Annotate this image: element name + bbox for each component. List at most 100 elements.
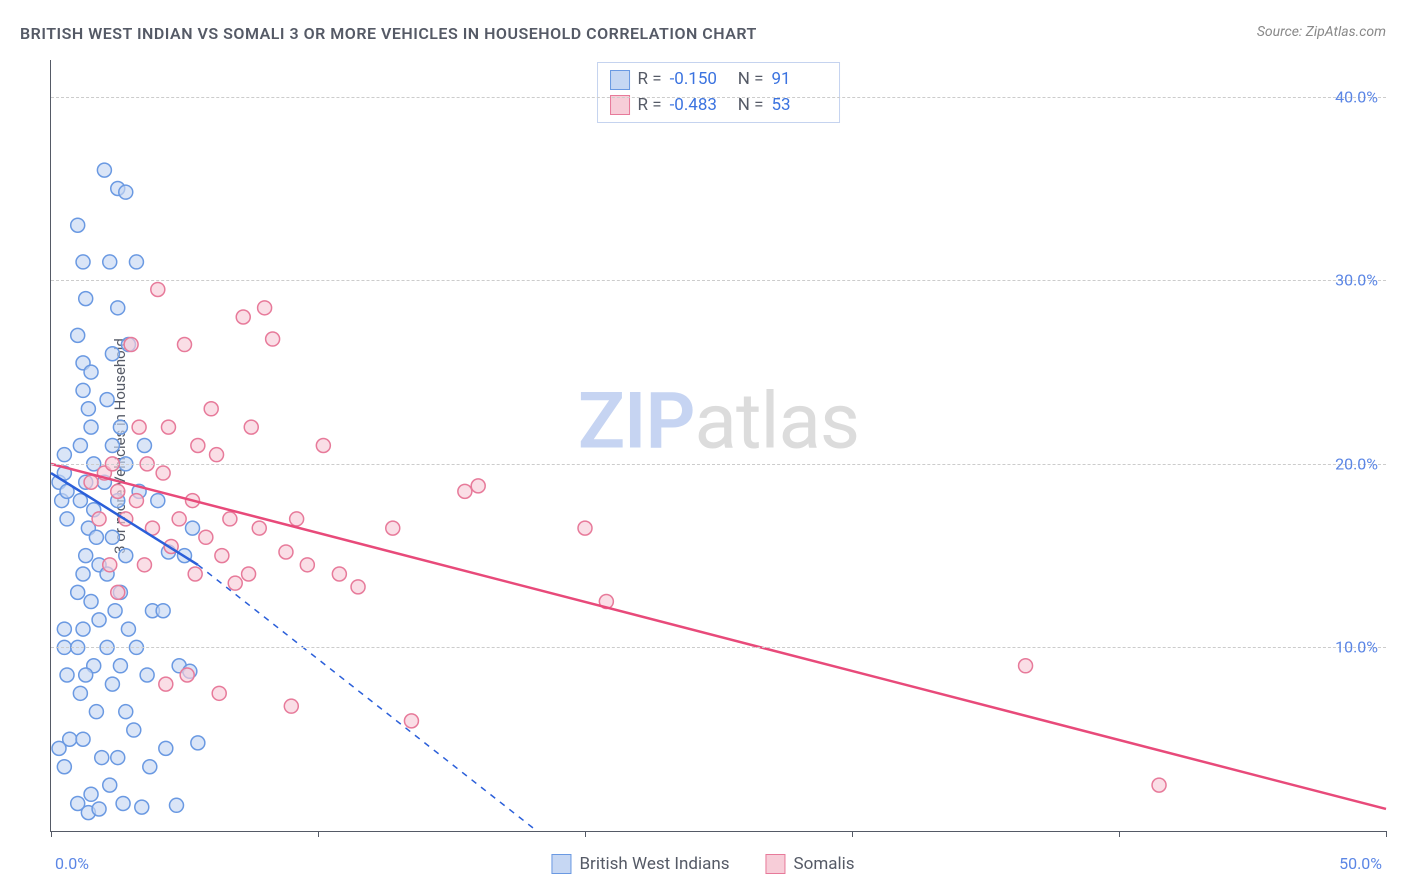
scatter-point bbox=[279, 545, 293, 559]
scatter-point bbox=[119, 185, 133, 199]
scatter-point bbox=[84, 787, 98, 801]
scatter-point bbox=[92, 802, 106, 816]
scatter-point bbox=[151, 494, 165, 508]
legend-label: British West Indians bbox=[579, 854, 729, 874]
scatter-point bbox=[266, 332, 280, 346]
scatter-point bbox=[60, 512, 74, 526]
scatter-point bbox=[71, 328, 85, 342]
scatter-point bbox=[92, 512, 106, 526]
scatter-point bbox=[121, 622, 135, 636]
trend-line bbox=[51, 464, 1386, 809]
scatter-point bbox=[76, 255, 90, 269]
scatter-point bbox=[228, 576, 242, 590]
gridline bbox=[51, 280, 1386, 281]
y-tick-label: 30.0% bbox=[1335, 271, 1378, 290]
series-swatch bbox=[610, 95, 630, 115]
scatter-point bbox=[57, 760, 71, 774]
scatter-point bbox=[119, 549, 133, 563]
scatter-point bbox=[57, 448, 71, 462]
source-attribution: Source: ZipAtlas.com bbox=[1257, 24, 1386, 40]
scatter-point bbox=[284, 699, 298, 713]
scatter-point bbox=[172, 512, 186, 526]
scatter-point bbox=[242, 567, 256, 581]
scatter-point bbox=[129, 255, 143, 269]
scatter-point bbox=[71, 218, 85, 232]
stat-r-value: -0.150 bbox=[670, 67, 726, 93]
scatter-point bbox=[332, 567, 346, 581]
scatter-point bbox=[52, 741, 66, 755]
series-swatch bbox=[610, 70, 630, 90]
scatter-point bbox=[1019, 659, 1033, 673]
scatter-point bbox=[103, 558, 117, 572]
scatter-point bbox=[100, 393, 114, 407]
chart-title: BRITISH WEST INDIAN VS SOMALI 3 OR MORE … bbox=[20, 24, 757, 43]
scatter-point bbox=[458, 484, 472, 498]
scatter-point bbox=[223, 512, 237, 526]
scatter-point bbox=[180, 668, 194, 682]
scatter-point bbox=[108, 604, 122, 618]
scatter-point bbox=[199, 530, 213, 544]
scatter-point bbox=[73, 439, 87, 453]
scatter-point bbox=[300, 558, 314, 572]
scatter-point bbox=[97, 163, 111, 177]
scatter-point bbox=[156, 604, 170, 618]
scatter-point bbox=[316, 439, 330, 453]
scatter-point bbox=[111, 585, 125, 599]
scatter-point bbox=[212, 686, 226, 700]
scatter-point bbox=[159, 741, 173, 755]
scatter-point bbox=[76, 732, 90, 746]
scatter-point bbox=[161, 420, 175, 434]
x-tick-label: 0.0% bbox=[55, 854, 89, 873]
chart-svg bbox=[51, 60, 1386, 831]
trend-line-dashed bbox=[198, 565, 537, 831]
scatter-point bbox=[105, 439, 119, 453]
scatter-point bbox=[73, 686, 87, 700]
bottom-legend: British West Indians Somalis bbox=[551, 854, 854, 874]
scatter-point bbox=[140, 668, 154, 682]
scatter-point bbox=[204, 402, 218, 416]
scatter-point bbox=[135, 800, 149, 814]
y-tick-label: 10.0% bbox=[1335, 638, 1378, 657]
scatter-point bbox=[71, 585, 85, 599]
x-tick bbox=[1386, 831, 1387, 837]
scatter-point bbox=[137, 439, 151, 453]
legend-label: Somalis bbox=[794, 854, 855, 874]
scatter-point bbox=[290, 512, 304, 526]
plot-area: ZIPatlas R = -0.150 N = 91R = -0.483 N =… bbox=[50, 60, 1386, 832]
scatter-point bbox=[210, 448, 224, 462]
scatter-point bbox=[132, 420, 146, 434]
scatter-point bbox=[113, 659, 127, 673]
scatter-point bbox=[79, 292, 93, 306]
stats-row: R = -0.150 N = 91 bbox=[610, 67, 828, 93]
scatter-point bbox=[84, 365, 98, 379]
scatter-point bbox=[351, 580, 365, 594]
scatter-point bbox=[79, 668, 93, 682]
scatter-point bbox=[191, 439, 205, 453]
scatter-point bbox=[258, 301, 272, 315]
x-tick-label: 50.0% bbox=[1339, 854, 1382, 873]
scatter-point bbox=[1152, 778, 1166, 792]
scatter-point bbox=[252, 521, 266, 535]
scatter-point bbox=[151, 282, 165, 296]
scatter-point bbox=[84, 475, 98, 489]
scatter-point bbox=[471, 479, 485, 493]
scatter-point bbox=[404, 714, 418, 728]
scatter-point bbox=[111, 301, 125, 315]
scatter-point bbox=[215, 549, 229, 563]
scatter-point bbox=[236, 310, 250, 324]
scatter-point bbox=[186, 521, 200, 535]
series-swatch bbox=[766, 854, 786, 874]
scatter-point bbox=[76, 622, 90, 636]
legend-item: British West Indians bbox=[551, 854, 729, 874]
scatter-point bbox=[76, 383, 90, 397]
scatter-point bbox=[116, 796, 130, 810]
scatter-point bbox=[143, 760, 157, 774]
x-tick bbox=[585, 831, 586, 837]
scatter-point bbox=[103, 255, 117, 269]
scatter-point bbox=[81, 402, 95, 416]
scatter-point bbox=[191, 736, 205, 750]
scatter-point bbox=[84, 420, 98, 434]
stat-n-label: N = bbox=[734, 67, 764, 93]
scatter-point bbox=[386, 521, 400, 535]
y-tick-label: 40.0% bbox=[1335, 87, 1378, 106]
